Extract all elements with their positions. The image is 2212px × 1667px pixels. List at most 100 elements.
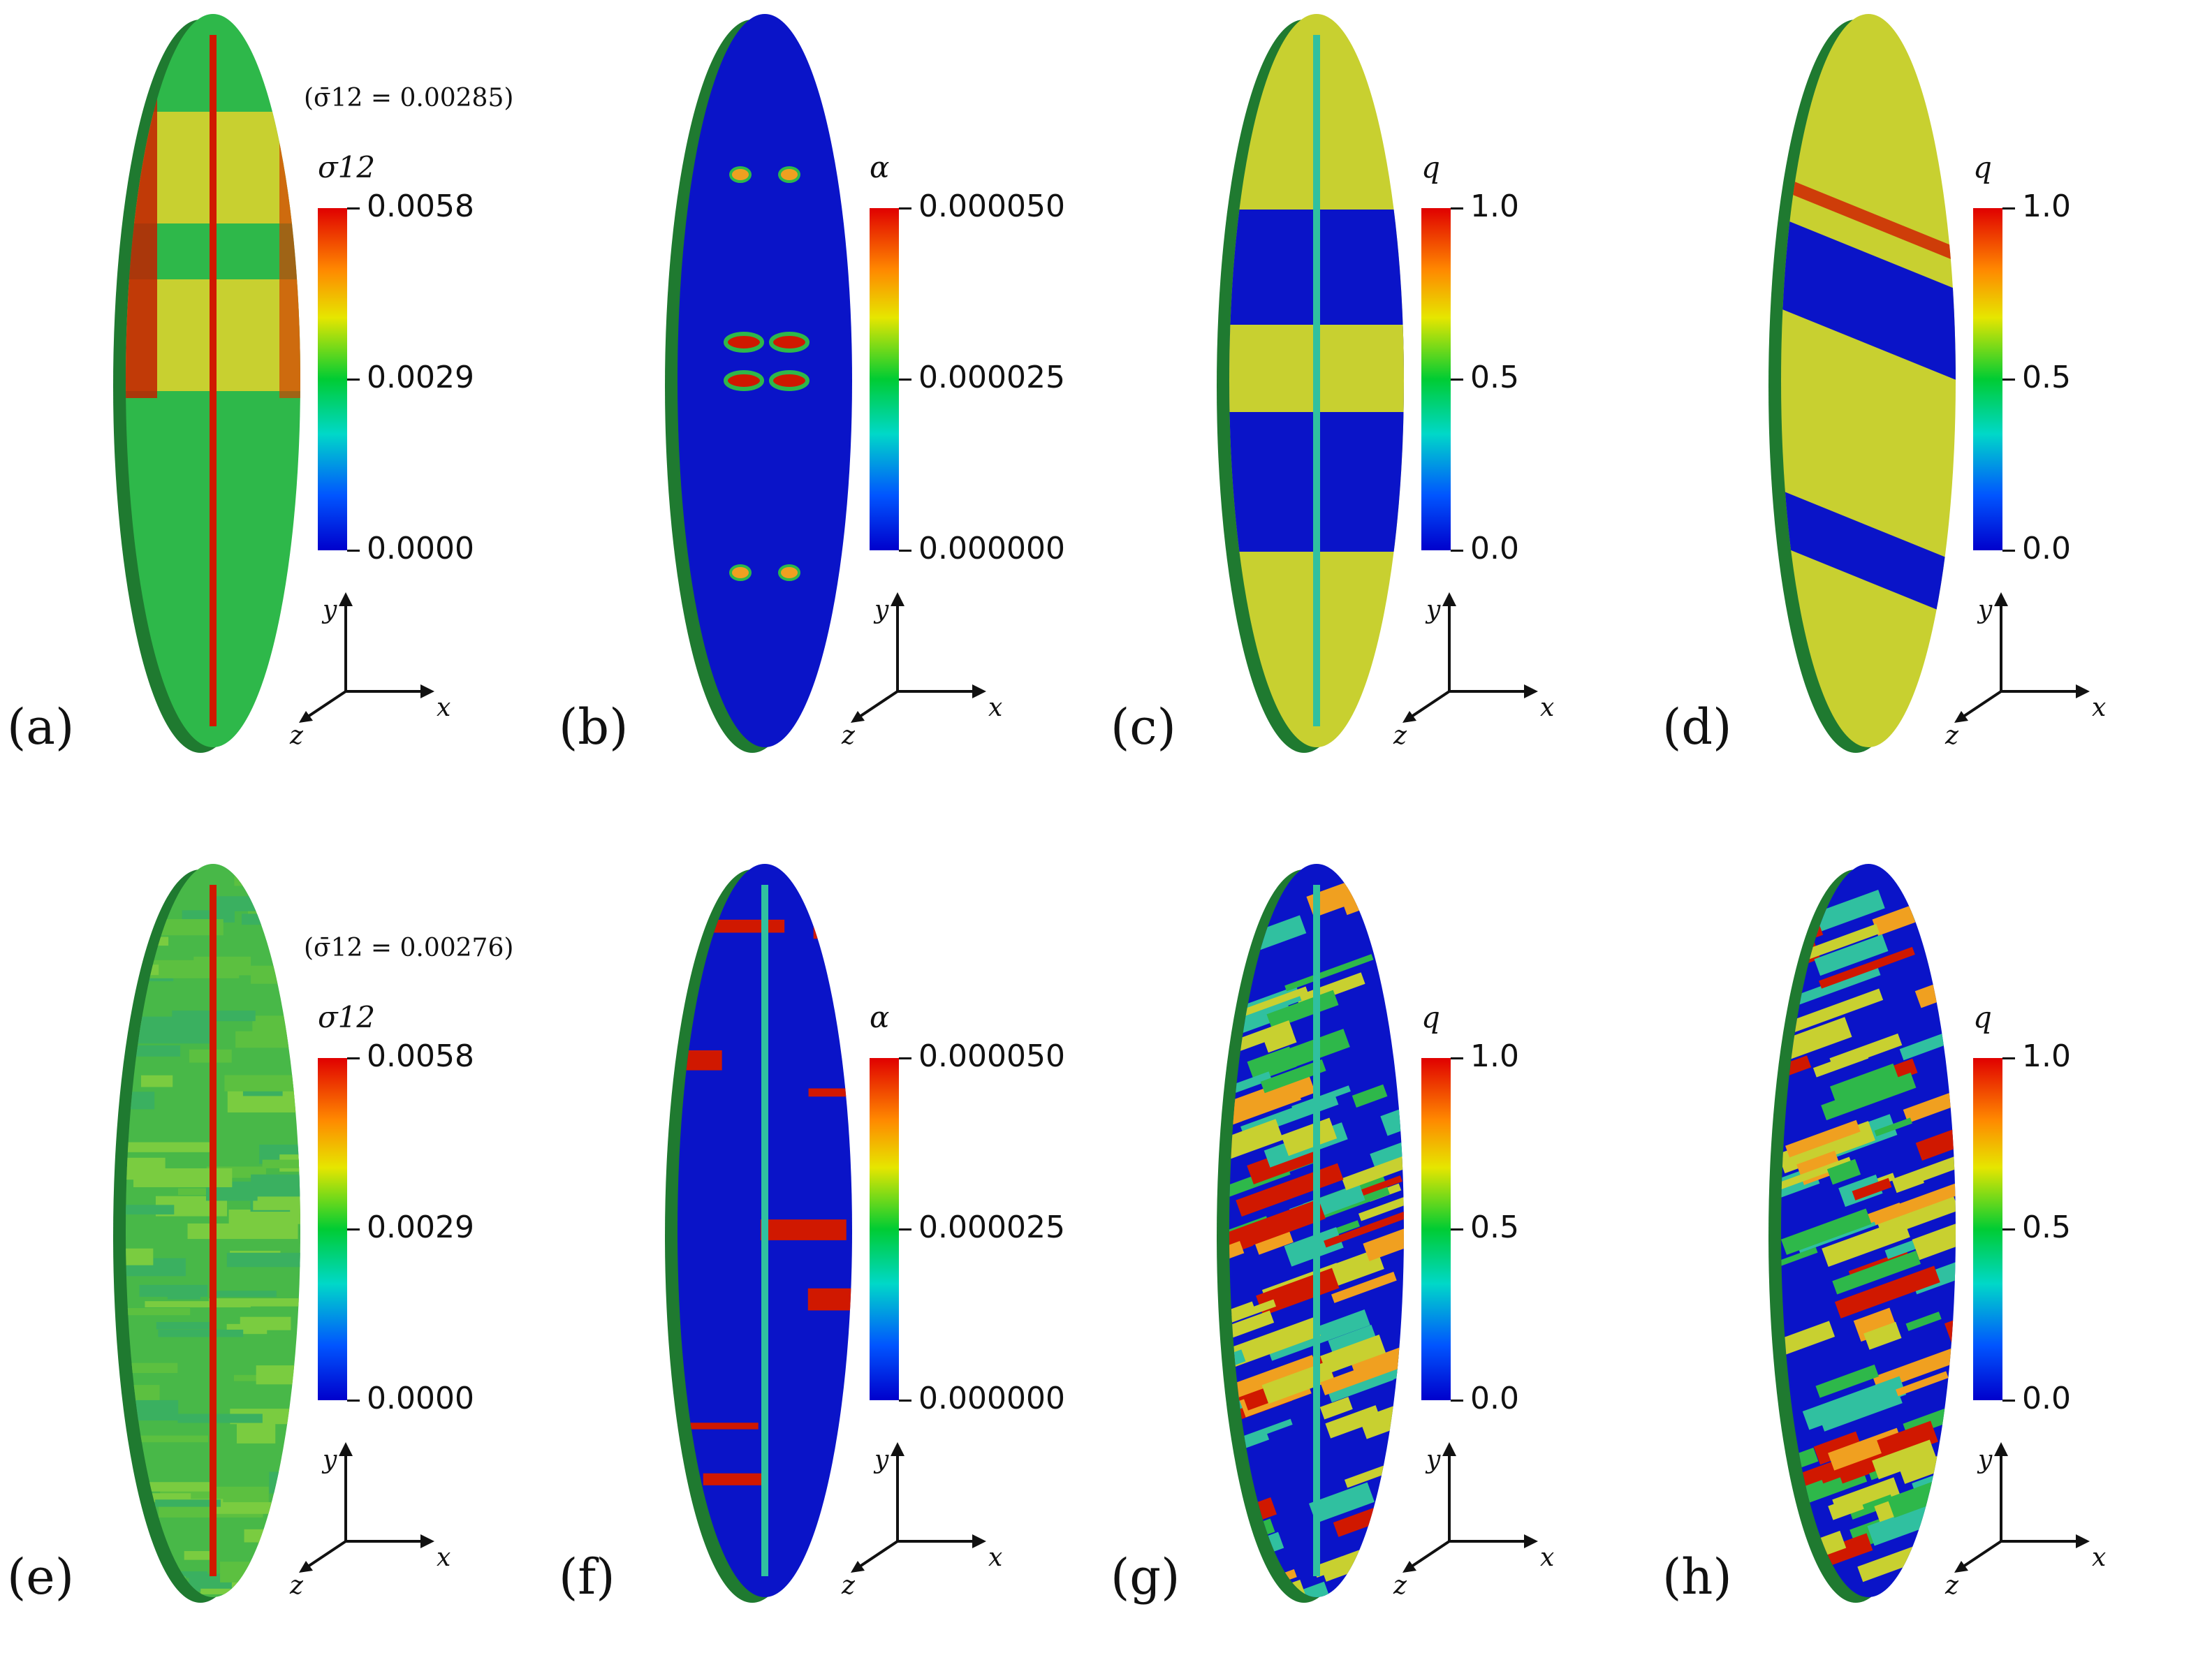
colorbar (318, 1058, 347, 1400)
axis-label-x: x (2092, 1543, 2106, 1572)
colorbar-tick (899, 1400, 911, 1402)
axis-triad: y x z (841, 592, 1002, 750)
colorbar-tick-label: 0.5 (1470, 1210, 1519, 1245)
colorbar-tick-label: 0.000050 (918, 189, 1065, 224)
crack-slit (761, 885, 768, 1576)
colorbar (1421, 208, 1451, 550)
axis-label-y: y (873, 1446, 889, 1474)
panel-d: (d) q 1.0 0.5 0.0 y x z (1655, 0, 2207, 817)
panel-b: (b) α 0.000050 0.000025 0.000000 y x z (552, 0, 1104, 817)
colorbar-title: σ12 (318, 150, 376, 184)
panel-a: (a) (σ̄12 = 0.00285) σ12 0.0058 0.0029 0.0000… (0, 0, 552, 817)
colorbar-tick (347, 1400, 360, 1402)
axis-label-x: x (1540, 693, 1554, 722)
axis-label-z: z (841, 1571, 856, 1600)
axis-label-y: y (321, 1446, 337, 1474)
panel-label: (a) (7, 698, 75, 756)
colorbar-tick (899, 1057, 911, 1059)
colorbar-tick-label: 0.0 (1470, 531, 1519, 566)
colorbar-tick-label: 0.0029 (367, 360, 474, 395)
colorbar-tick (899, 207, 911, 210)
colorbar-tick-label: 0.5 (2022, 1210, 2071, 1245)
colorbar-title: q (1421, 1000, 1440, 1034)
panel-e: (e) (σ̄12 = 0.00276) σ12 0.0058 0.0029 0.0000… (0, 850, 552, 1667)
axis-label-y: y (321, 596, 337, 624)
panel-label: (h) (1662, 1548, 1732, 1606)
panel-label: (e) (7, 1548, 75, 1606)
ellipsoid-render (113, 864, 300, 1603)
ellipsoid-render (665, 864, 852, 1603)
colorbar-tick (347, 550, 360, 552)
colorbar-tick-label: 1.0 (1470, 189, 1519, 224)
axis-label-y: y (1977, 596, 1993, 624)
colorbar (870, 1058, 899, 1400)
ellipsoid-render (1768, 864, 1956, 1603)
colorbar-tick-label: 1.0 (1470, 1038, 1519, 1074)
colorbar-tick-label: 0.000000 (918, 1381, 1065, 1416)
colorbar-tick-label: 0.5 (2022, 360, 2071, 395)
colorbar-tick (2002, 1400, 2015, 1402)
panel-label: (g) (1111, 1548, 1180, 1606)
axis-triad: y x z (289, 1442, 451, 1600)
colorbar-title: α (870, 150, 890, 184)
crack-slit (1313, 35, 1320, 726)
field-surface (1229, 14, 1404, 747)
colorbar-title: q (1973, 150, 1992, 184)
axis-label-y: y (1425, 596, 1441, 624)
axis-triad: y x z (1393, 1442, 1554, 1600)
colorbar-tick (899, 1228, 911, 1231)
colorbar-tick-label: 0.000025 (918, 1210, 1065, 1245)
colorbar-title: q (1973, 1000, 1992, 1034)
colorbar-tick-label: 0.0 (2022, 1381, 2071, 1416)
panel-label: (f) (559, 1548, 615, 1606)
mean-stress-label: (σ̄12 = 0.00285) (304, 84, 514, 112)
axis-label-x: x (988, 1543, 1002, 1572)
axis-label-x: x (2092, 693, 2106, 722)
ellipsoid-render (1217, 864, 1404, 1603)
axis-label-z: z (289, 721, 304, 750)
colorbar-tick-label: 1.0 (2022, 189, 2071, 224)
axis-label-x: x (437, 693, 451, 722)
colorbar-tick (347, 1057, 360, 1059)
field-surface (1229, 864, 1404, 1597)
colorbar-tick-label: 0.000025 (918, 360, 1065, 395)
ellipsoid-render (1768, 14, 1956, 753)
colorbar-tick (347, 1228, 360, 1231)
axis-label-y: y (1977, 1446, 1993, 1474)
colorbar-tick (1451, 1057, 1463, 1059)
panel-c: (c) q 1.0 0.5 0.0 y x z (1104, 0, 1655, 817)
colorbar (1973, 208, 2002, 550)
colorbar-tick-label: 1.0 (2022, 1038, 2071, 1074)
axis-triad: y x z (841, 1442, 1002, 1600)
ellipsoid-render (113, 14, 300, 753)
colorbar-tick (899, 379, 911, 381)
colorbar-tick-label: 0.0000 (367, 1381, 474, 1416)
axis-label-z: z (1944, 721, 1959, 750)
axis-label-z: z (1393, 1571, 1407, 1600)
panel-g: (g) q 1.0 0.5 0.0 y x z (1104, 850, 1655, 1667)
colorbar (1421, 1058, 1451, 1400)
colorbar (1973, 1058, 2002, 1400)
panel-f: (f) α 0.000050 0.000025 0.000000 y x z (552, 850, 1104, 1667)
axis-label-x: x (1540, 1543, 1554, 1572)
colorbar-tick-label: 0.0 (1470, 1381, 1519, 1416)
axis-triad: y x z (289, 592, 451, 750)
colorbar-tick (1451, 1228, 1463, 1231)
colorbar-tick (2002, 379, 2015, 381)
panel-label: (c) (1111, 698, 1176, 756)
ellipsoid-render (1217, 14, 1404, 753)
colorbar-title: q (1421, 150, 1440, 184)
axis-label-x: x (988, 693, 1002, 722)
colorbar-tick (2002, 1228, 2015, 1231)
colorbar-tick (1451, 1400, 1463, 1402)
axis-label-x: x (437, 1543, 451, 1572)
colorbar-tick-label: 0.0029 (367, 1210, 474, 1245)
axis-label-y: y (1425, 1446, 1441, 1474)
field-surface (677, 14, 852, 747)
axis-triad: y x z (1944, 592, 2106, 750)
axis-label-z: z (289, 1571, 304, 1600)
colorbar-tick-label: 0.0058 (367, 189, 474, 224)
panel-h: (h) q 1.0 0.5 0.0 y x z (1655, 850, 2207, 1667)
crack-slit (1313, 885, 1320, 1576)
colorbar-tick-label: 0.0058 (367, 1038, 474, 1074)
